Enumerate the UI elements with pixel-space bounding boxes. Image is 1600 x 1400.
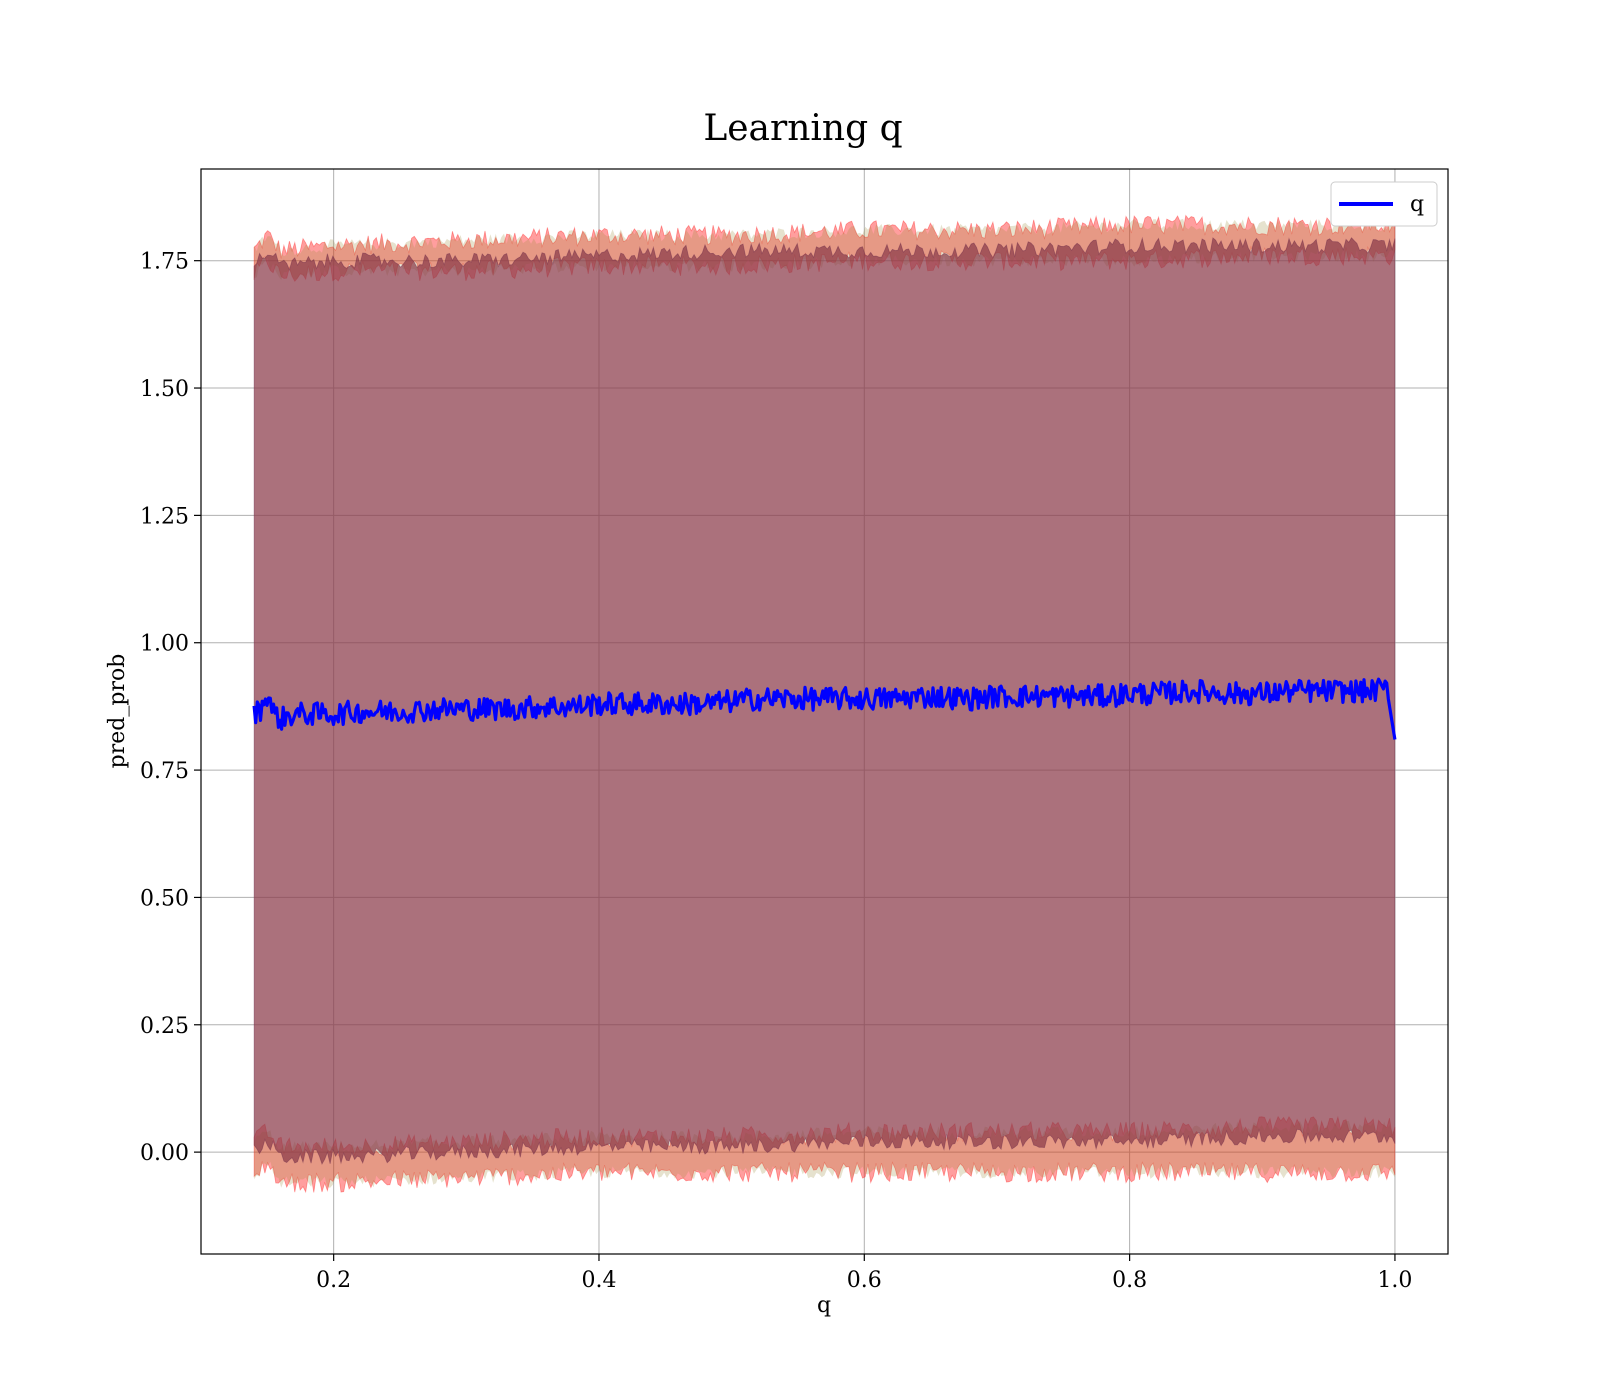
y-tick-label-5: 1.25 <box>140 504 189 529</box>
x-axis-label: q <box>817 1293 831 1318</box>
series-lines <box>252 677 1397 740</box>
x-tick-label-0: 0.2 <box>316 1268 351 1293</box>
legend: q <box>1330 181 1438 227</box>
legend-label-q: q <box>1410 192 1424 217</box>
y-tick-label-6: 1.50 <box>140 377 189 402</box>
y-axis-label: pred_prob <box>105 654 130 769</box>
band-main <box>253 236 1396 1165</box>
x-tick-label-2: 0.6 <box>847 1268 882 1293</box>
y-tick-label-1: 0.25 <box>140 1014 189 1039</box>
bands <box>253 214 1396 1194</box>
y-tick-label-0: 0.00 <box>140 1141 189 1166</box>
y-tick-label-2: 0.50 <box>140 886 189 911</box>
plot-frame <box>200 168 1449 1255</box>
y-ticks: 0.00 0.25 0.50 0.75 1.00 1.25 1.50 1.75 <box>140 250 201 1166</box>
x-tick-label-4: 1.0 <box>1377 1268 1412 1293</box>
x-tick-label-1: 0.4 <box>581 1268 616 1293</box>
y-tick-label-4: 1.00 <box>140 632 189 657</box>
y-tick-label-3: 0.75 <box>140 759 189 784</box>
x-ticks: 0.2 0.4 0.6 0.8 1.0 <box>316 1254 1412 1293</box>
series-line-q <box>252 677 1397 740</box>
x-tick-label-3: 0.8 <box>1112 1268 1147 1293</box>
y-tick-label-7: 1.75 <box>140 250 189 275</box>
chart-title: Learning q <box>703 108 902 149</box>
band-inner-outer-lower <box>254 1120 1395 1188</box>
